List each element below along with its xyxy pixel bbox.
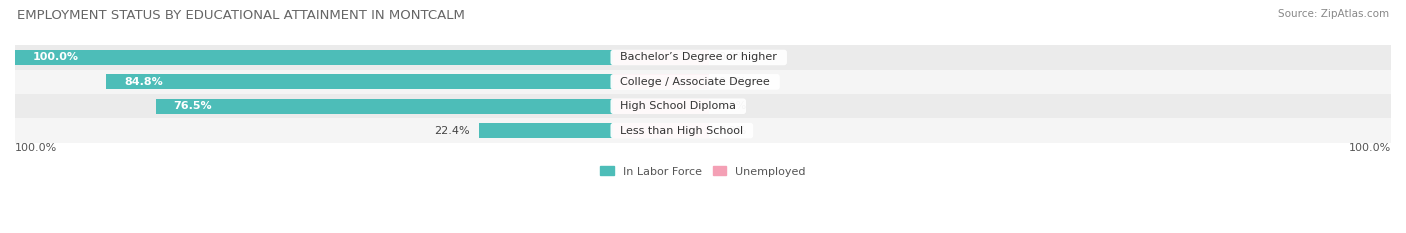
Text: 0.0%: 0.0% <box>718 52 747 62</box>
Bar <box>15 94 1391 118</box>
Bar <box>105 74 613 89</box>
Text: EMPLOYMENT STATUS BY EDUCATIONAL ATTAINMENT IN MONTCALM: EMPLOYMENT STATUS BY EDUCATIONAL ATTAINM… <box>17 9 465 22</box>
Text: 100.0%: 100.0% <box>32 52 79 62</box>
Text: Less than High School: Less than High School <box>613 126 751 136</box>
Bar <box>613 99 709 114</box>
Bar <box>15 45 1391 70</box>
Text: 76.5%: 76.5% <box>173 101 212 111</box>
Bar <box>15 70 1391 94</box>
Bar <box>613 123 709 138</box>
Bar <box>613 50 709 65</box>
Text: 0.0%: 0.0% <box>718 126 747 136</box>
Text: 22.4%: 22.4% <box>434 126 470 136</box>
Text: Source: ZipAtlas.com: Source: ZipAtlas.com <box>1278 9 1389 19</box>
Text: 100.0%: 100.0% <box>15 143 58 153</box>
Text: 0.0%: 0.0% <box>718 101 747 111</box>
Bar <box>15 50 613 65</box>
Text: College / Associate Degree: College / Associate Degree <box>613 77 778 87</box>
Text: High School Diploma: High School Diploma <box>613 101 744 111</box>
Text: 84.8%: 84.8% <box>124 77 163 87</box>
Bar <box>613 74 709 89</box>
Bar <box>15 118 1391 143</box>
Text: Bachelor’s Degree or higher: Bachelor’s Degree or higher <box>613 52 785 62</box>
Bar <box>156 99 613 114</box>
Legend: In Labor Force, Unemployed: In Labor Force, Unemployed <box>596 162 810 181</box>
Text: 0.0%: 0.0% <box>718 77 747 87</box>
Bar <box>479 123 613 138</box>
Text: 100.0%: 100.0% <box>1348 143 1391 153</box>
